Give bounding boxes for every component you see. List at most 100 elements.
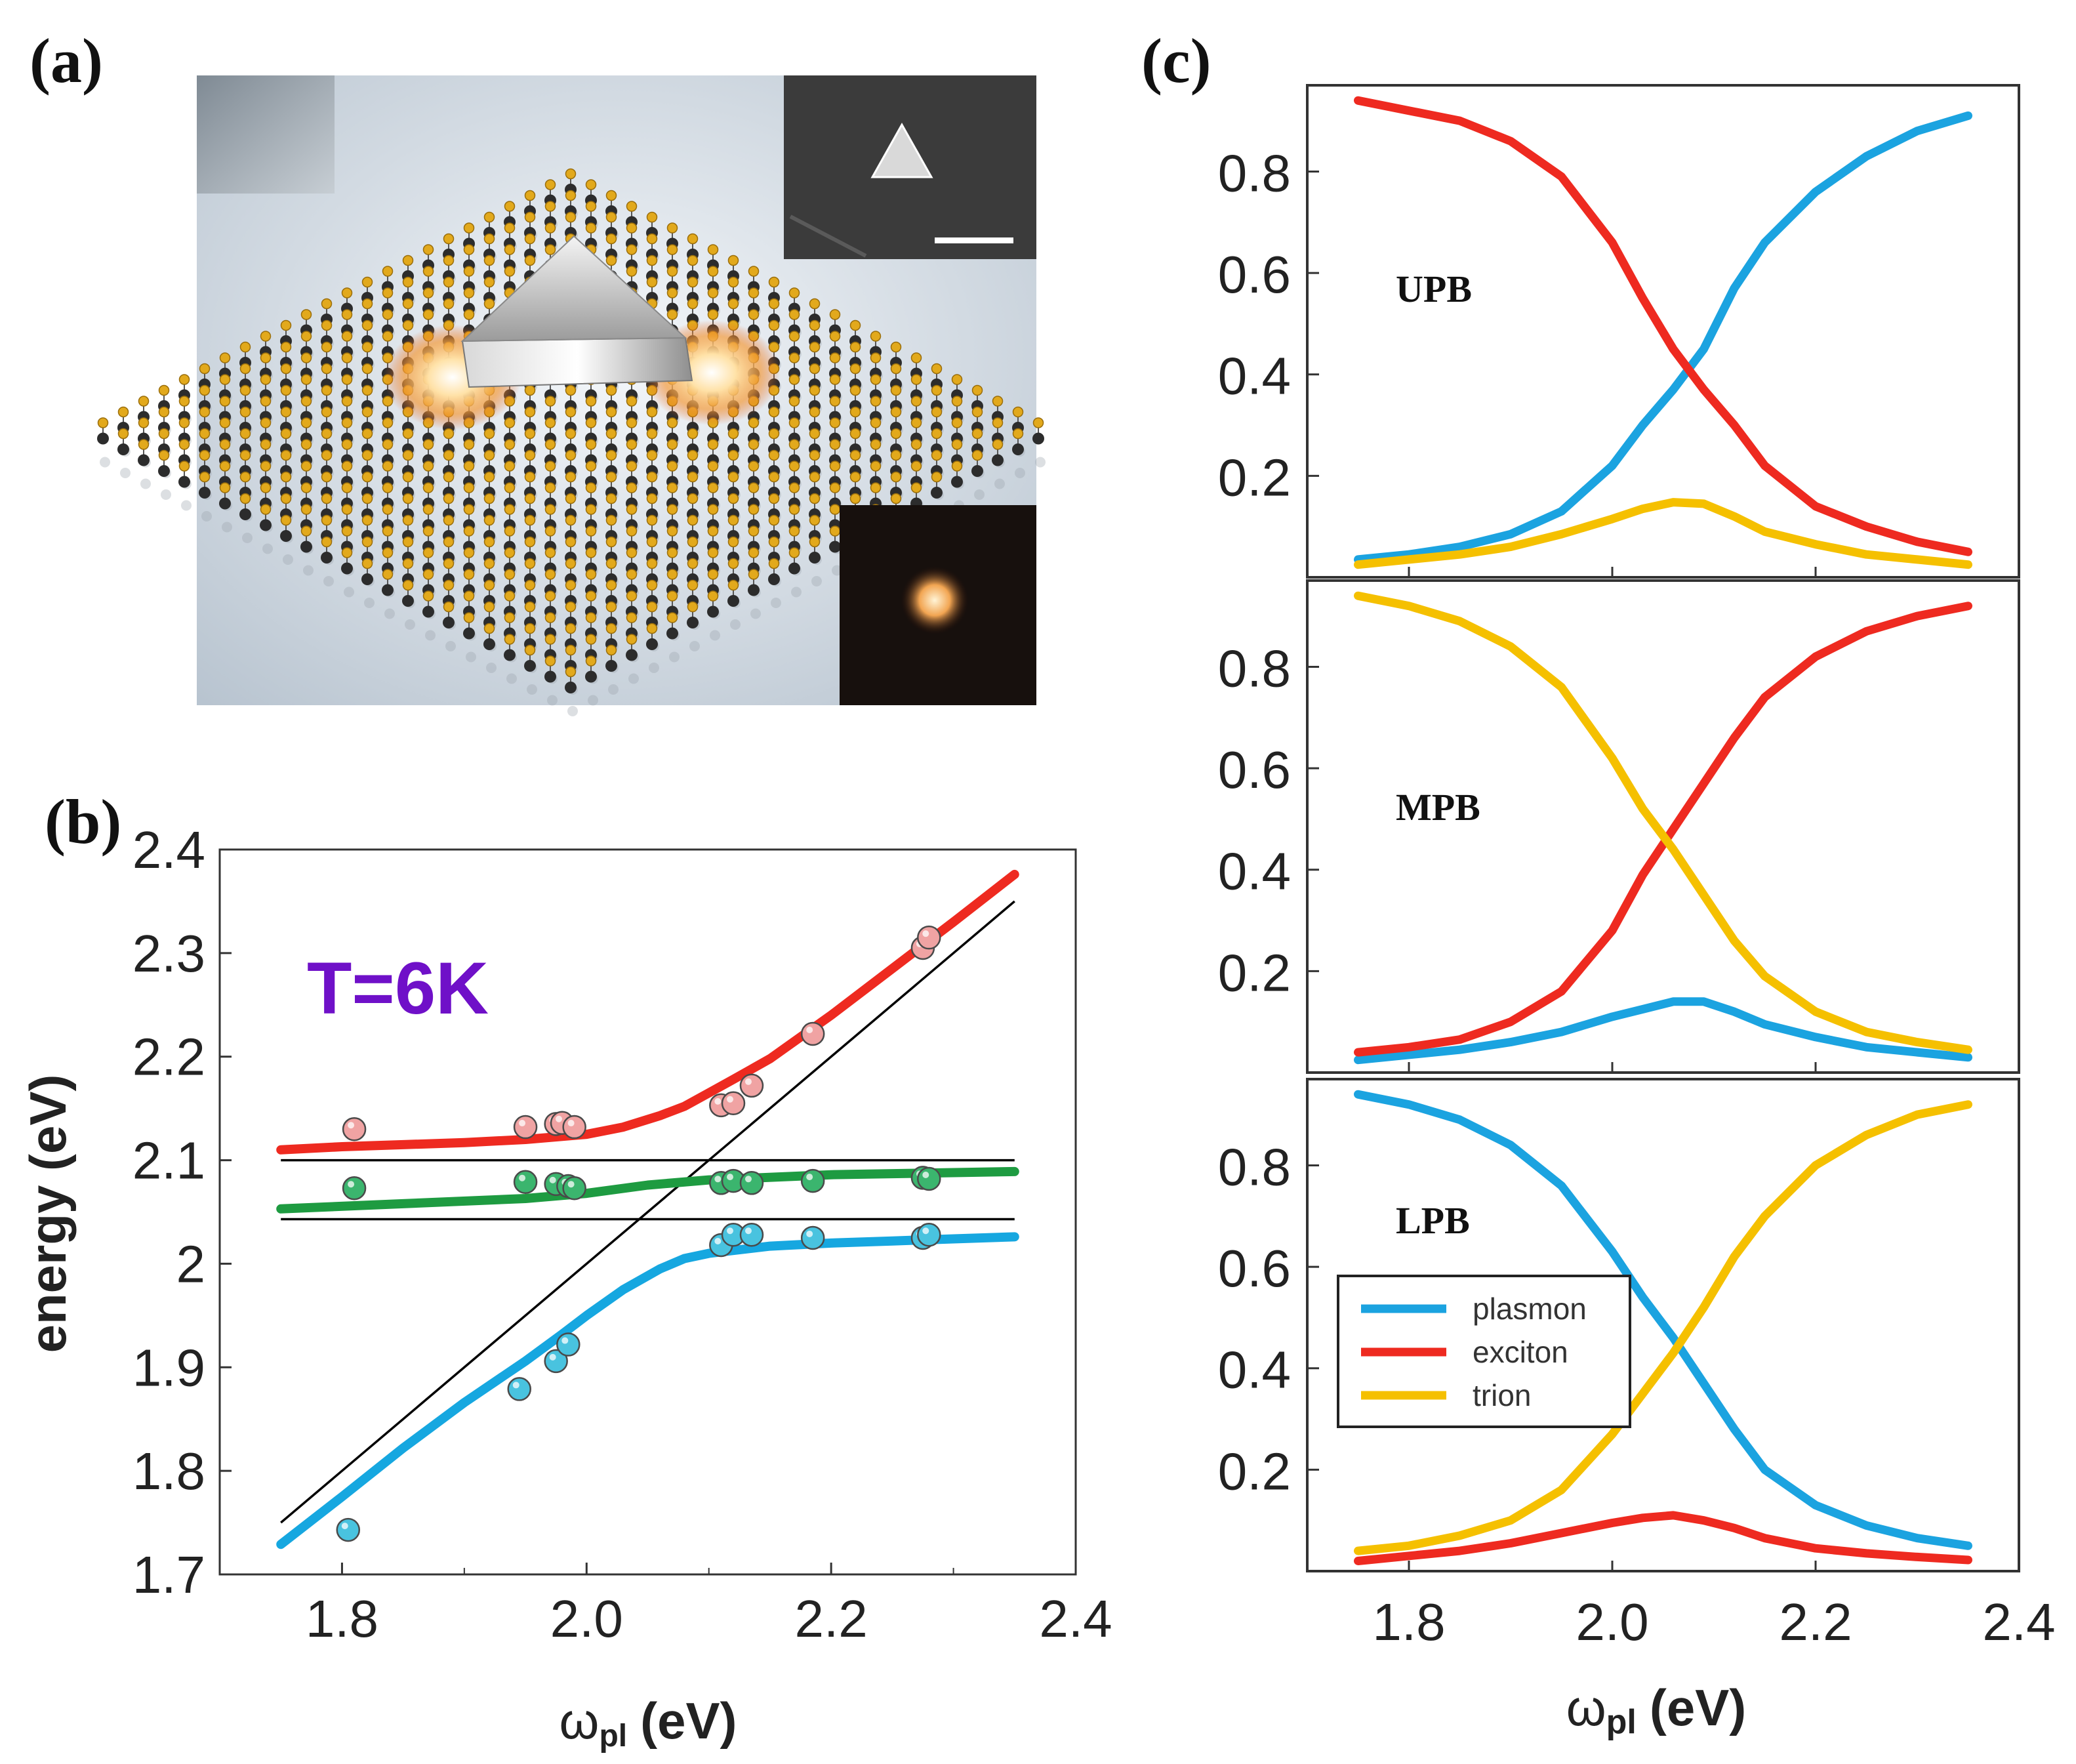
lattice-sulfur-atom xyxy=(341,461,353,472)
lattice-sulfur-atom xyxy=(422,504,434,515)
lattice-shadow xyxy=(1015,468,1025,478)
lattice-metal-atom xyxy=(1032,432,1044,445)
panel-c-y-tick-label: 0.6 xyxy=(1218,1239,1291,1298)
lattice-sulfur-atom xyxy=(626,244,638,255)
lattice-sulfur-atom xyxy=(504,244,516,255)
lattice-sulfur-atom xyxy=(402,255,414,266)
lattice-shadow xyxy=(120,468,131,478)
lattice-sulfur-atom xyxy=(219,374,231,385)
panel-b-data-point xyxy=(513,1170,538,1194)
lattice-sulfur-atom xyxy=(748,309,760,320)
lattice-metal-atom xyxy=(788,562,800,575)
lattice-sulfur-atom xyxy=(138,396,150,407)
lattice-sulfur-atom xyxy=(483,579,495,591)
lattice-sulfur-atom xyxy=(219,396,231,407)
lattice-sulfur-atom xyxy=(727,298,739,310)
lattice-sulfur-atom xyxy=(361,319,373,331)
panel-b-data-point xyxy=(721,1091,746,1115)
legend-label-trion: trion xyxy=(1473,1378,1531,1412)
lattice-sulfur-atom xyxy=(341,396,353,407)
panel-c-x-axis-symbol: ω xyxy=(1566,1679,1606,1736)
legend-label-exciton: exciton xyxy=(1473,1335,1568,1369)
lattice-shadow xyxy=(689,641,700,651)
lattice-sulfur-atom xyxy=(788,504,800,515)
lattice-sulfur-atom xyxy=(504,439,516,450)
lattice-sulfur-atom xyxy=(626,461,638,472)
lattice-shadow xyxy=(608,684,619,695)
lattice-sulfur-atom xyxy=(646,406,658,418)
panel-c-curve-lpb-trion xyxy=(1354,1100,1972,1555)
lattice-sulfur-atom xyxy=(422,482,434,493)
panel-a-illustration xyxy=(97,75,1046,716)
lattice-sulfur-atom xyxy=(870,352,882,363)
panel-b-point-highlight xyxy=(549,1353,556,1361)
lattice-sulfur-atom xyxy=(300,504,312,515)
lattice-sulfur-atom xyxy=(443,558,455,569)
lattice-sulfur-atom xyxy=(971,384,983,396)
lattice-sulfur-atom xyxy=(687,428,699,440)
lattice-sulfur-atom xyxy=(829,352,841,363)
lattice-sulfur-atom xyxy=(910,396,922,407)
lattice-sulfur-atom xyxy=(321,406,333,418)
lattice-sulfur-atom xyxy=(646,558,658,569)
lattice-sulfur-atom xyxy=(788,331,800,342)
lattice-sulfur-atom xyxy=(524,514,536,526)
lattice-sulfur-atom xyxy=(524,384,536,396)
lattice-sulfur-atom xyxy=(809,341,821,353)
lattice-sulfur-atom xyxy=(605,536,617,548)
lattice-sulfur-atom xyxy=(585,655,597,667)
lattice-sulfur-atom xyxy=(341,504,353,515)
lattice-sulfur-atom xyxy=(666,461,678,472)
panel-c-y-tick-label: 0.6 xyxy=(1218,245,1291,304)
lattice-metal-atom xyxy=(687,617,699,628)
panel-c-curve-lpb-exciton xyxy=(1354,1511,1972,1565)
lattice-sulfur-atom xyxy=(280,363,292,375)
lattice-sulfur-atom xyxy=(890,428,902,440)
lattice-shadow xyxy=(405,619,415,630)
lattice-sulfur-atom xyxy=(504,525,516,537)
lattice-sulfur-atom xyxy=(890,449,902,461)
lattice-metal-atom xyxy=(422,605,434,618)
lattice-sulfur-atom xyxy=(260,439,272,450)
lattice-sulfur-atom xyxy=(707,590,719,602)
lattice-sulfur-atom xyxy=(402,579,414,591)
lattice-sulfur-atom xyxy=(422,461,434,472)
lattice-metal-atom xyxy=(951,476,963,488)
lattice-sulfur-atom xyxy=(138,417,150,428)
lattice-sulfur-atom xyxy=(565,558,577,569)
lattice-sulfur-atom xyxy=(707,461,719,472)
lattice-sulfur-atom xyxy=(463,569,475,580)
lattice-sulfur-atom xyxy=(158,406,170,418)
lattice-sulfur-atom xyxy=(605,449,617,461)
lattice-shadow xyxy=(588,695,598,706)
lattice-sulfur-atom xyxy=(443,514,455,526)
lattice-metal-atom xyxy=(992,454,1004,466)
lattice-sulfur-atom xyxy=(768,493,780,504)
lattice-sulfur-atom xyxy=(361,514,373,526)
lattice-sulfur-atom xyxy=(626,525,638,537)
lattice-sulfur-atom xyxy=(361,471,373,483)
lattice-metal-atom xyxy=(239,508,251,520)
lattice-sulfur-atom xyxy=(260,461,272,472)
lattice-sulfur-atom xyxy=(626,266,638,277)
lattice-sulfur-atom xyxy=(300,525,312,537)
lattice-sulfur-atom xyxy=(158,449,170,461)
lattice-sulfur-atom xyxy=(565,211,577,223)
lattice-sulfur-atom xyxy=(422,244,434,255)
lattice-sulfur-atom xyxy=(544,244,556,255)
silver-nanoprism-icon xyxy=(460,235,693,388)
lattice-sulfur-atom xyxy=(788,525,800,537)
panel-c-curves xyxy=(1354,96,1972,1565)
panel-b-data-point xyxy=(917,925,941,950)
lattice-metal-atom xyxy=(1012,443,1024,455)
panel-b-point-highlight xyxy=(556,1115,562,1122)
lattice-sulfur-atom xyxy=(829,482,841,493)
lattice-sulfur-atom xyxy=(524,406,536,418)
lattice-shadow xyxy=(527,684,537,695)
lattice-metal-atom xyxy=(219,497,231,510)
panel-b-point-highlight xyxy=(744,1078,752,1085)
lattice-sulfur-atom xyxy=(321,363,333,375)
lattice-sulfur-atom xyxy=(788,439,800,450)
lattice-sulfur-atom xyxy=(361,536,373,548)
